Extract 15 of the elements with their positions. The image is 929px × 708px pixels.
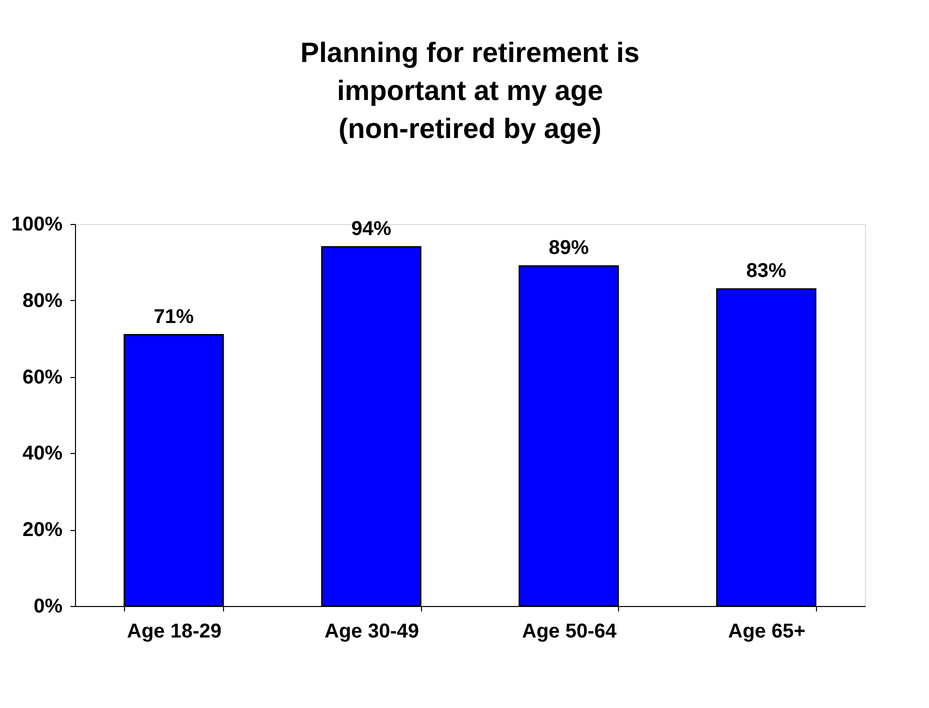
y-tick-label: 40% — [22, 442, 63, 465]
y-tick-label: 20% — [22, 519, 63, 542]
y-tick-label: 60% — [22, 366, 63, 388]
x-tick-label: Age 30-49 — [324, 620, 419, 642]
y-tick-label: 0% — [34, 596, 63, 618]
data-label: 89% — [548, 237, 589, 260]
data-label: 71% — [154, 306, 194, 328]
y-tick-label: 80% — [22, 290, 63, 312]
x-tick-label: Age 65+ — [728, 620, 806, 642]
data-label: 83% — [746, 260, 786, 282]
x-tick-label: Age 50-64 — [522, 620, 618, 642]
x-tick-label: Age 18-29 — [127, 620, 222, 642]
chart-title: Planning for retirement is important at my age (non-retired by age) — [300, 37, 640, 144]
y-tick-label: 100% — [11, 214, 63, 236]
data-label: 94% — [351, 218, 392, 240]
